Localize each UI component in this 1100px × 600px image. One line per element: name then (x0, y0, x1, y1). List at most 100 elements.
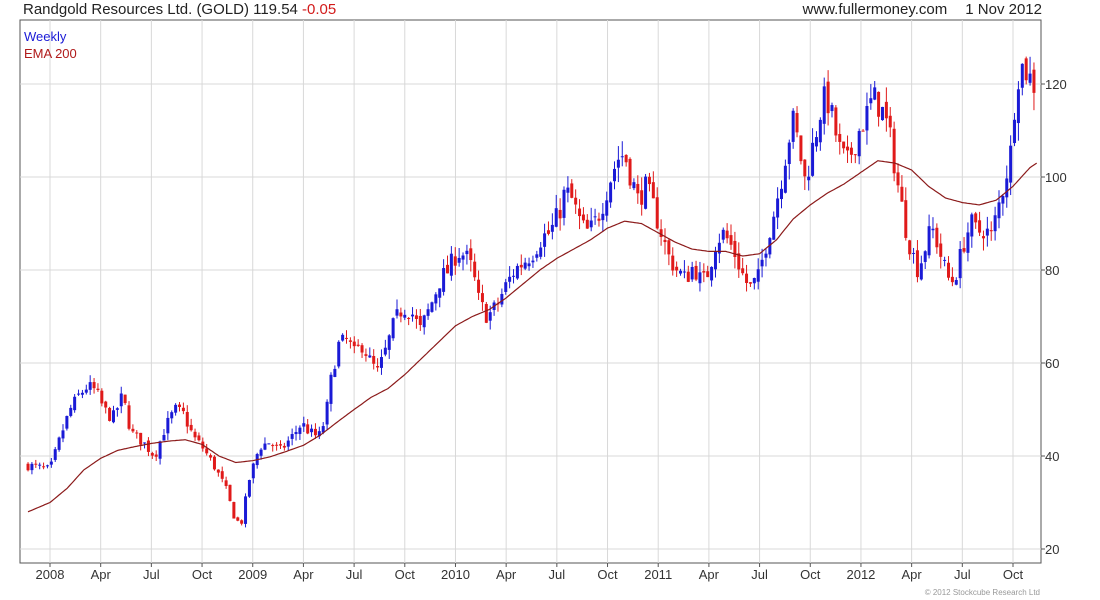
candle (57, 436, 61, 452)
candle (49, 457, 53, 468)
chart-header-right: www.fullermoney.com 1 Nov 2012 (803, 1, 1043, 18)
x-tick-label: Apr (496, 567, 517, 582)
candle (84, 384, 88, 395)
candle (271, 443, 275, 452)
legend-weekly: Weekly (24, 29, 67, 44)
candle (601, 203, 605, 232)
candle (799, 135, 803, 165)
candle (457, 247, 461, 267)
candle (77, 389, 81, 396)
candle (539, 241, 543, 260)
candle (908, 239, 912, 260)
candle (352, 336, 356, 354)
candle (725, 223, 729, 244)
candle (605, 191, 609, 222)
candle (985, 216, 989, 247)
candle (826, 70, 830, 126)
candle (282, 442, 286, 451)
candle (593, 208, 597, 225)
candle (512, 269, 516, 284)
candle (224, 476, 228, 489)
candle (337, 340, 341, 369)
candle (438, 288, 442, 308)
candle (391, 317, 395, 341)
candle (616, 146, 620, 183)
candle (42, 462, 46, 470)
candle (228, 484, 232, 502)
candle (251, 462, 255, 484)
candle (34, 459, 38, 468)
candle (919, 255, 923, 281)
candle (80, 389, 84, 399)
candle (706, 265, 710, 278)
candle (395, 299, 399, 319)
candle (197, 432, 201, 442)
y-tick-label: 60 (1045, 356, 1059, 371)
candle (146, 437, 150, 457)
site-link[interactable]: www.fullermoney.com (802, 1, 948, 18)
candle (597, 212, 601, 227)
candle (1020, 63, 1024, 96)
candle (461, 252, 465, 271)
candle (100, 388, 104, 407)
candle (814, 131, 818, 152)
candle (764, 249, 768, 267)
candle (158, 440, 162, 465)
candle (387, 334, 391, 359)
candle (795, 106, 799, 138)
candle (123, 394, 127, 405)
candle (61, 424, 65, 443)
candle (170, 410, 174, 424)
candle (954, 277, 958, 286)
candle (865, 92, 869, 145)
candle (302, 416, 306, 432)
candle (333, 365, 337, 378)
candle (480, 284, 484, 311)
candle (694, 260, 698, 282)
ema-200-line (27, 160, 1038, 513)
x-tick-label: 2011 (644, 567, 672, 582)
candle (131, 424, 135, 433)
candle (329, 372, 333, 412)
x-tick-label: Jul (954, 567, 971, 582)
candle (240, 519, 244, 526)
candle (939, 233, 943, 269)
chart-date: 1 Nov 2012 (965, 1, 1042, 18)
candle (348, 337, 352, 349)
candle (38, 462, 42, 470)
y-tick-label: 120 (1045, 77, 1067, 92)
candle (915, 240, 919, 283)
candle (69, 404, 73, 418)
candle (978, 211, 982, 237)
candle (900, 175, 904, 202)
candle (310, 424, 314, 437)
candle (558, 198, 562, 231)
candle (108, 406, 112, 422)
candle (966, 222, 970, 262)
candle (96, 383, 100, 392)
candle (667, 238, 671, 266)
candle (892, 121, 896, 182)
candle (733, 231, 737, 269)
candle (822, 77, 826, 135)
candle (162, 429, 166, 441)
candle (554, 194, 558, 228)
candle (585, 214, 589, 229)
symbol-label: Randgold Resources Ltd. (GOLD) (23, 1, 249, 18)
candle (430, 301, 434, 313)
candle (636, 175, 640, 204)
candle (880, 106, 884, 121)
x-tick-label: Jul (143, 567, 160, 582)
candle (1024, 56, 1028, 85)
candle (679, 268, 683, 276)
candle (787, 139, 791, 180)
candle (143, 442, 147, 449)
candle (178, 402, 182, 412)
x-tick-label: 2010 (441, 567, 470, 582)
candle (838, 123, 842, 155)
candle (127, 401, 131, 431)
candle (484, 301, 488, 324)
x-tick-label: Jul (346, 567, 363, 582)
candle (449, 246, 453, 281)
candle (212, 455, 216, 471)
